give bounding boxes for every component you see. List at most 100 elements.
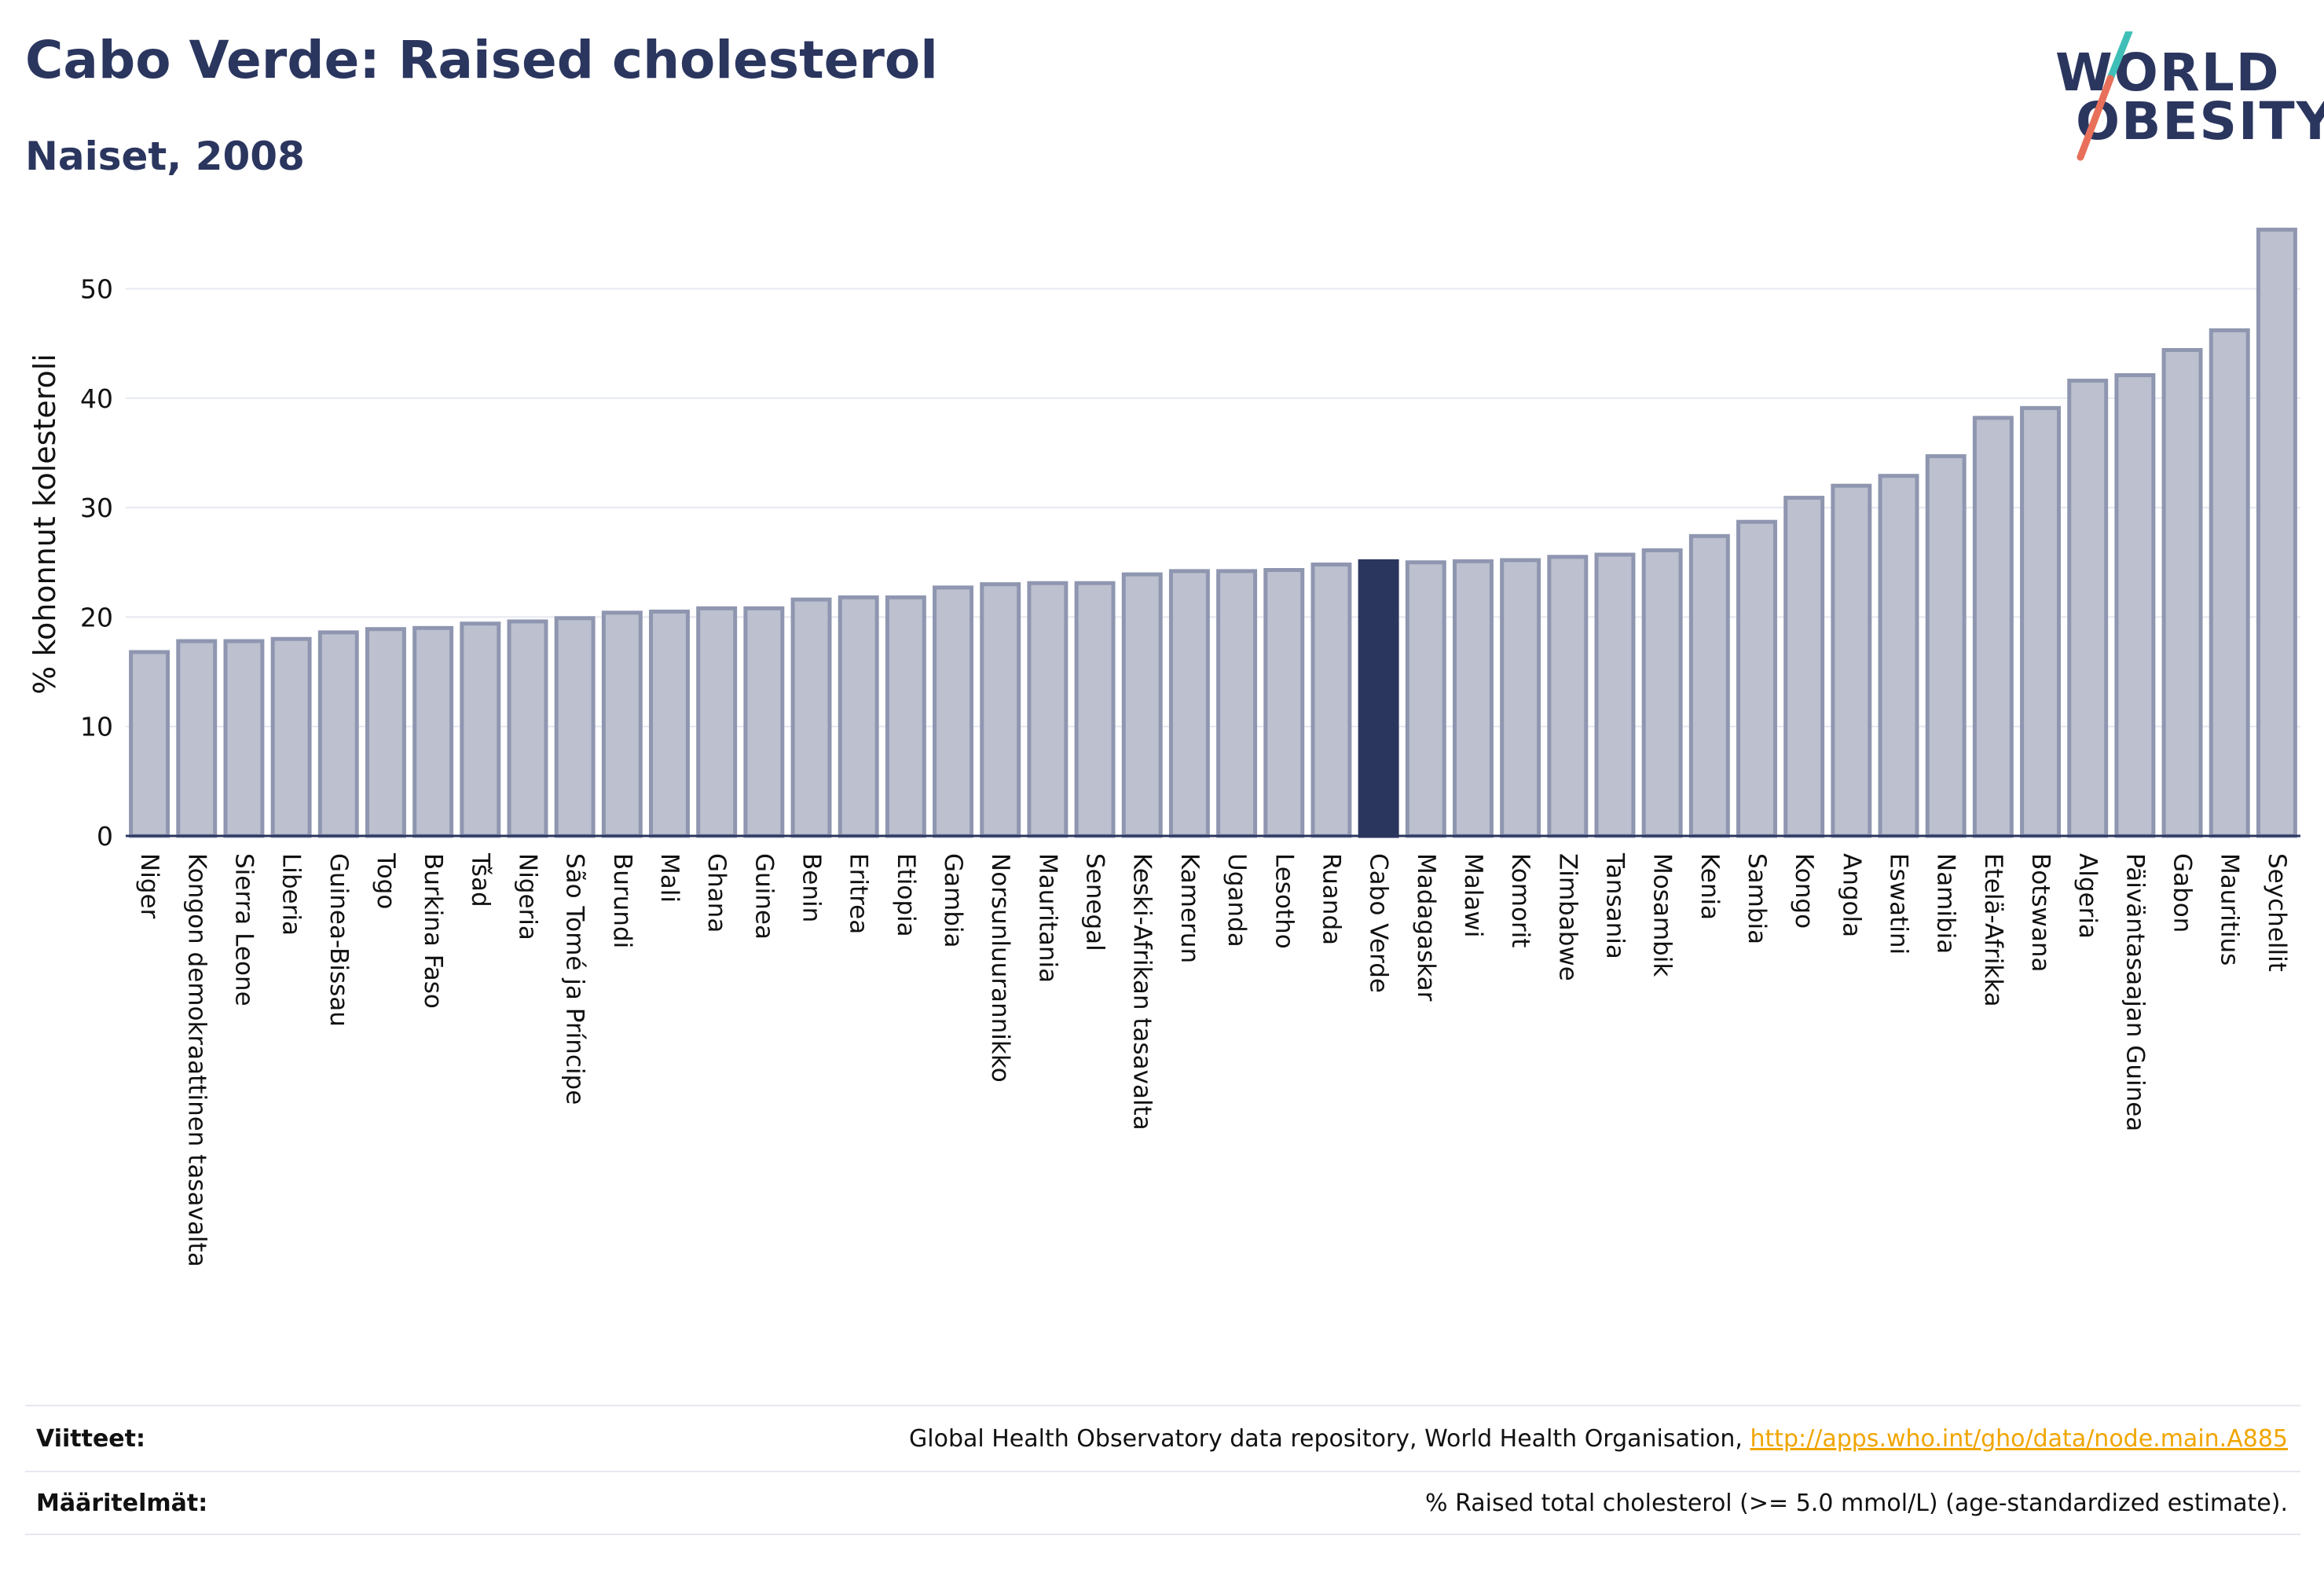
x-tick-label: Sierra Leone	[229, 853, 258, 1006]
x-tick-label: Uganda	[1222, 853, 1251, 947]
footer-divider-bottom	[25, 1534, 2300, 1535]
x-tick-label: Tansania	[1600, 852, 1629, 959]
x-tick-label: Zimbabwe	[1553, 853, 1582, 981]
bar	[838, 595, 879, 838]
bar-chart: 0 10 20 30 40 50 % kohonnut kolesteroli Niger Ko…	[27, 227, 2300, 1267]
x-tick-label: Namibia	[1932, 853, 1960, 954]
bar	[649, 609, 690, 838]
x-tick-label: Mauritania	[1033, 853, 1061, 983]
x-tick-label: Guinea-Bissau	[324, 853, 353, 1027]
x-tick-label: Ruanda	[1317, 853, 1345, 945]
x-tick-label: Gabon	[2168, 853, 2197, 933]
bar	[1310, 563, 1352, 838]
x-tick-label: Liberia	[277, 853, 306, 936]
x-tick-label: Burkina Faso	[419, 853, 447, 1009]
definitions-label: Määritelmät:	[36, 1490, 208, 1517]
y-tick-label: 50	[80, 274, 113, 305]
x-tick-label: Komorit	[1506, 853, 1534, 947]
bar	[1925, 454, 1967, 838]
y-axis-label: % kohonnut kolesteroli	[27, 354, 62, 695]
bar	[554, 616, 596, 838]
world-obesity-logo: WORLD OBESITY	[2035, 31, 2324, 165]
bar	[1500, 558, 1541, 838]
x-tick-label: Sambia	[1743, 853, 1771, 944]
logo-slash-icon	[2077, 31, 2133, 161]
bar	[1168, 569, 1210, 838]
bar	[1027, 581, 1069, 838]
x-tick-label: Kongo	[1790, 853, 1818, 929]
y-tick-label: 0	[97, 821, 113, 852]
bar	[696, 606, 738, 838]
bar	[933, 585, 974, 838]
x-tick-label: Angola	[1837, 853, 1865, 937]
x-tick-label: Cabo Verde	[1365, 853, 1393, 993]
footer-divider-top	[25, 1405, 2300, 1406]
x-tick-label: São Tomé ja Príncipe	[561, 853, 589, 1105]
references-label: Viitteet:	[36, 1425, 145, 1453]
x-tick-label: Benin	[797, 853, 826, 922]
bar	[1405, 560, 1446, 838]
references-link[interactable]: http://apps.who.int/gho/data/node.main.A…	[1750, 1425, 2288, 1453]
x-tick-label: Etiopia	[892, 853, 920, 937]
x-tick-label: Togo	[372, 852, 400, 909]
x-tick-label: Keski-Afrikan tasavalta	[1128, 853, 1157, 1131]
bar	[2256, 227, 2297, 838]
x-tick-label: Kamerun	[1175, 853, 1204, 963]
x-tick-label: Norsunluurannikko	[986, 853, 1014, 1083]
bar	[1547, 555, 1589, 838]
y-tick-label: 20	[80, 602, 113, 632]
definitions-text: % Raised total cholesterol (>= 5.0 mmol/…	[1425, 1490, 2288, 1517]
x-tick-label: Botswana	[2026, 853, 2055, 973]
x-tick-label: Algeria	[2073, 853, 2102, 939]
bar	[1074, 581, 1116, 838]
bar	[317, 630, 359, 838]
x-tick-label: Eritrea	[845, 853, 873, 934]
bar	[460, 621, 501, 838]
bar	[1688, 533, 1730, 838]
y-tick-label: 30	[80, 493, 113, 523]
x-tick-label: Ghana	[702, 853, 731, 933]
y-tick-label: 40	[80, 383, 113, 414]
logo-word-world: WORLD	[2055, 42, 2281, 103]
bar	[1783, 496, 1825, 838]
x-tick-label: Malawi	[1459, 853, 1487, 937]
x-tick-label: Gambia	[939, 853, 967, 948]
x-tick-label: Guinea	[750, 853, 778, 940]
bar	[601, 610, 643, 838]
x-tick-label: Kongon demokraattinen tasavalta	[182, 853, 211, 1267]
chart-title: Cabo Verde: Raised cholesterol	[25, 30, 938, 90]
bar	[1358, 559, 1399, 838]
bar	[1972, 416, 2014, 838]
x-tick-label: Kenia	[1695, 853, 1724, 920]
bar	[1121, 572, 1163, 838]
x-tick-label: Tšad	[466, 852, 494, 907]
x-tick-label: Niger	[135, 853, 163, 919]
bar	[223, 639, 265, 838]
bar	[1452, 559, 1494, 838]
x-tick-label: Nigeria	[513, 853, 541, 940]
x-tick-label: Lesotho	[1270, 853, 1298, 949]
y-tick-label: 10	[80, 712, 113, 742]
x-tick-label: Eswatini	[1885, 853, 1913, 955]
bar	[885, 595, 926, 838]
x-tick-label: Mali	[655, 853, 684, 903]
x-tick-label: Madagaskar	[1412, 853, 1440, 1002]
bar	[2161, 348, 2203, 838]
bar	[1641, 548, 1683, 838]
x-tick-label: Päiväntasaajan Guinea	[2121, 853, 2149, 1131]
x-tick-label: Senegal	[1081, 853, 1109, 951]
bar	[365, 627, 406, 838]
bar	[1878, 474, 1919, 838]
x-tick-label: Seychellit	[2263, 853, 2291, 972]
x-tick-label: Burundi	[608, 853, 636, 948]
bar	[176, 639, 218, 838]
footer-divider-middle	[25, 1471, 2300, 1472]
bar	[1831, 483, 1872, 838]
bar	[507, 619, 548, 838]
bar	[743, 606, 785, 838]
bar	[790, 597, 832, 838]
bar	[270, 636, 312, 838]
x-tick-label: Mosambik	[1648, 853, 1677, 977]
chart-subtitle: Naiset, 2008	[25, 134, 305, 179]
logo-word-obesity: OBESITY	[2076, 91, 2324, 152]
